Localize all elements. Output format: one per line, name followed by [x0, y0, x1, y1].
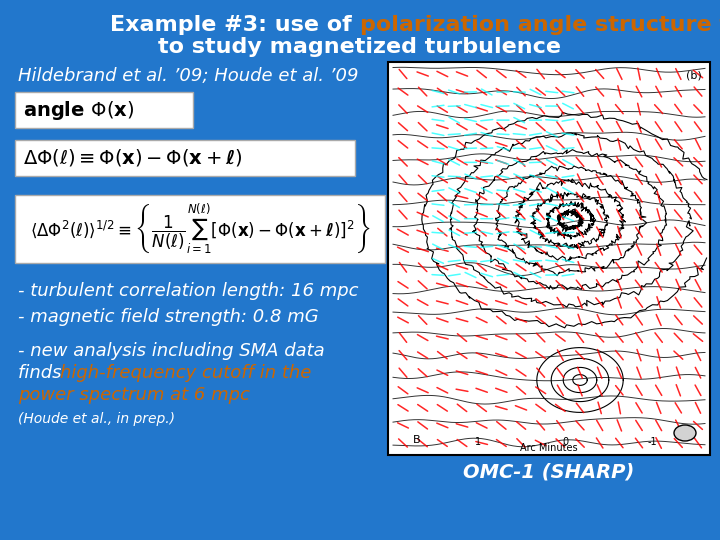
Text: 1: 1 [475, 437, 481, 447]
Ellipse shape [674, 425, 696, 441]
Text: angle $\Phi(\mathbf{x})$: angle $\Phi(\mathbf{x})$ [23, 98, 134, 122]
Text: (Houde et al., in prep.): (Houde et al., in prep.) [18, 412, 175, 426]
Text: $^{1/2}$: $^{1/2}$ [387, 209, 408, 227]
Bar [388, 62, 710, 455]
Text: - turbulent correlation length: 16 mpc: - turbulent correlation length: 16 mpc [18, 282, 359, 300]
Bar [15, 92, 193, 128]
Text: to study magnetized turbulence: to study magnetized turbulence [158, 37, 562, 57]
Bar [15, 140, 355, 176]
Text: Example #3: use of: Example #3: use of [0, 539, 1, 540]
Text: high-frequency cutoff in the: high-frequency cutoff in the [60, 364, 311, 382]
Text: B: B [413, 435, 420, 445]
Text: power spectrum at 6 mpc: power spectrum at 6 mpc [18, 386, 250, 404]
Text: polarization angle structure functions: polarization angle structure functions [360, 15, 720, 35]
Text: -1: -1 [647, 437, 657, 447]
Text: $\langle\Delta\Phi^2(\ell)\rangle^{1/2} \equiv \left\{\dfrac{1}{N(\ell)}\sum_{i=: $\langle\Delta\Phi^2(\ell)\rangle^{1/2} … [30, 201, 370, 256]
Text: (b): (b) [686, 70, 702, 80]
Text: Arc Minutes: Arc Minutes [520, 443, 578, 453]
Text: - new analysis including SMA data: - new analysis including SMA data [18, 342, 325, 360]
Bar [15, 195, 385, 263]
Text: $\Delta\Phi(\ell) \equiv \Phi(\mathbf{x}) - \Phi(\mathbf{x} + \boldsymbol{\ell}): $\Delta\Phi(\ell) \equiv \Phi(\mathbf{x}… [23, 147, 243, 168]
Text: - magnetic field strength: 0.8 mG: - magnetic field strength: 0.8 mG [18, 308, 319, 326]
Text: OMC-1 (SHARP): OMC-1 (SHARP) [464, 462, 634, 481]
Text: finds: finds [18, 364, 67, 382]
Text: 0: 0 [562, 437, 568, 447]
Text: Hildebrand et al. ’09; Houde et al. ’09: Hildebrand et al. ’09; Houde et al. ’09 [18, 67, 359, 85]
Text: Example #3: use of: Example #3: use of [110, 15, 360, 35]
